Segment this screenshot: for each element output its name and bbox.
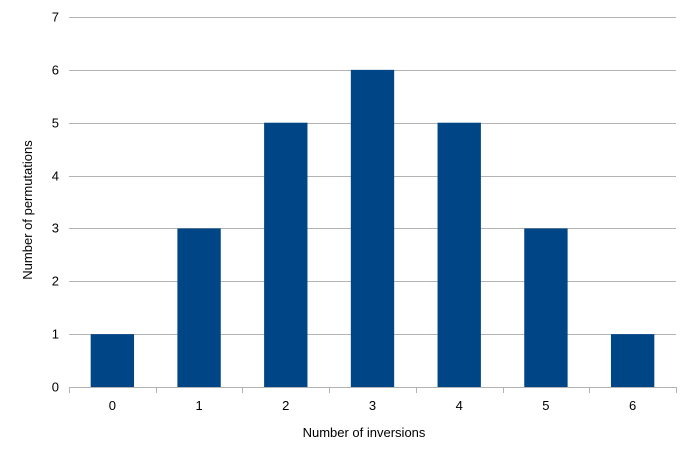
bar-6 [610,334,655,387]
bars [90,69,655,387]
y-tick-label: 0 [52,380,59,395]
bar-0 [90,334,135,387]
y-axis-title: Number of permutations [20,140,35,280]
bar-5 [524,228,568,387]
y-tick-label: 2 [52,274,59,289]
x-axis-title: Number of inversions [303,425,426,440]
x-tick-label: 2 [282,398,289,413]
x-tick-label: 4 [456,398,463,413]
x-tick-label: 6 [629,398,636,413]
bar-3 [350,69,395,387]
y-tick-label: 4 [52,169,59,184]
y-tick-label: 5 [52,116,59,131]
y-tick-label: 7 [52,10,59,25]
bar-1 [177,228,221,387]
y-tick-label: 6 [52,63,59,78]
x-tick-label: 0 [109,398,116,413]
y-tick-label: 1 [52,327,59,342]
bar-4 [437,122,481,387]
x-tick-label: 1 [195,398,202,413]
y-tick-label: 3 [52,221,59,236]
axes: 0 1 2 3 4 5 6 7 0 1 2 3 4 5 6 [52,10,677,413]
bar-2 [264,122,308,387]
x-tick-label: 5 [542,398,549,413]
x-tick-label: 3 [369,398,376,413]
